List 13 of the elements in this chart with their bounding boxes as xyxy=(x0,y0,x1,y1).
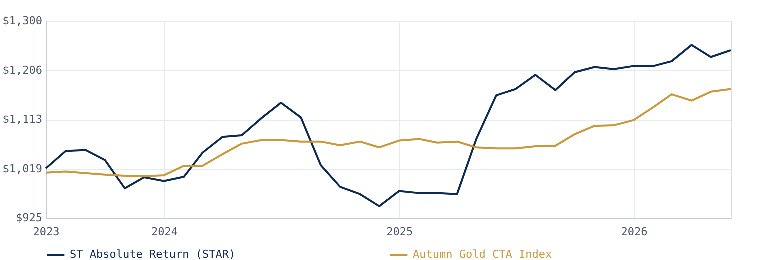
y-tick-label: $925 xyxy=(16,212,42,224)
line-series xyxy=(45,88,732,178)
y-tick-label: $1,206 xyxy=(2,64,42,77)
x-tick-label: 2024 xyxy=(151,226,178,238)
x-tick-label: 2026 xyxy=(621,226,648,238)
y-tick-label: $1,113 xyxy=(2,113,42,126)
legend-label: Autumn Gold CTA Index xyxy=(413,248,552,260)
x-tick-label: 2025 xyxy=(386,226,414,238)
y-tick-label: $1,300 xyxy=(2,14,42,28)
y-tick-label: $1,019 xyxy=(2,162,42,176)
legend-label: ST Absolute Return (STAR) xyxy=(70,248,236,260)
x-tick-label: 2023 xyxy=(33,226,60,238)
line-series xyxy=(45,44,732,208)
